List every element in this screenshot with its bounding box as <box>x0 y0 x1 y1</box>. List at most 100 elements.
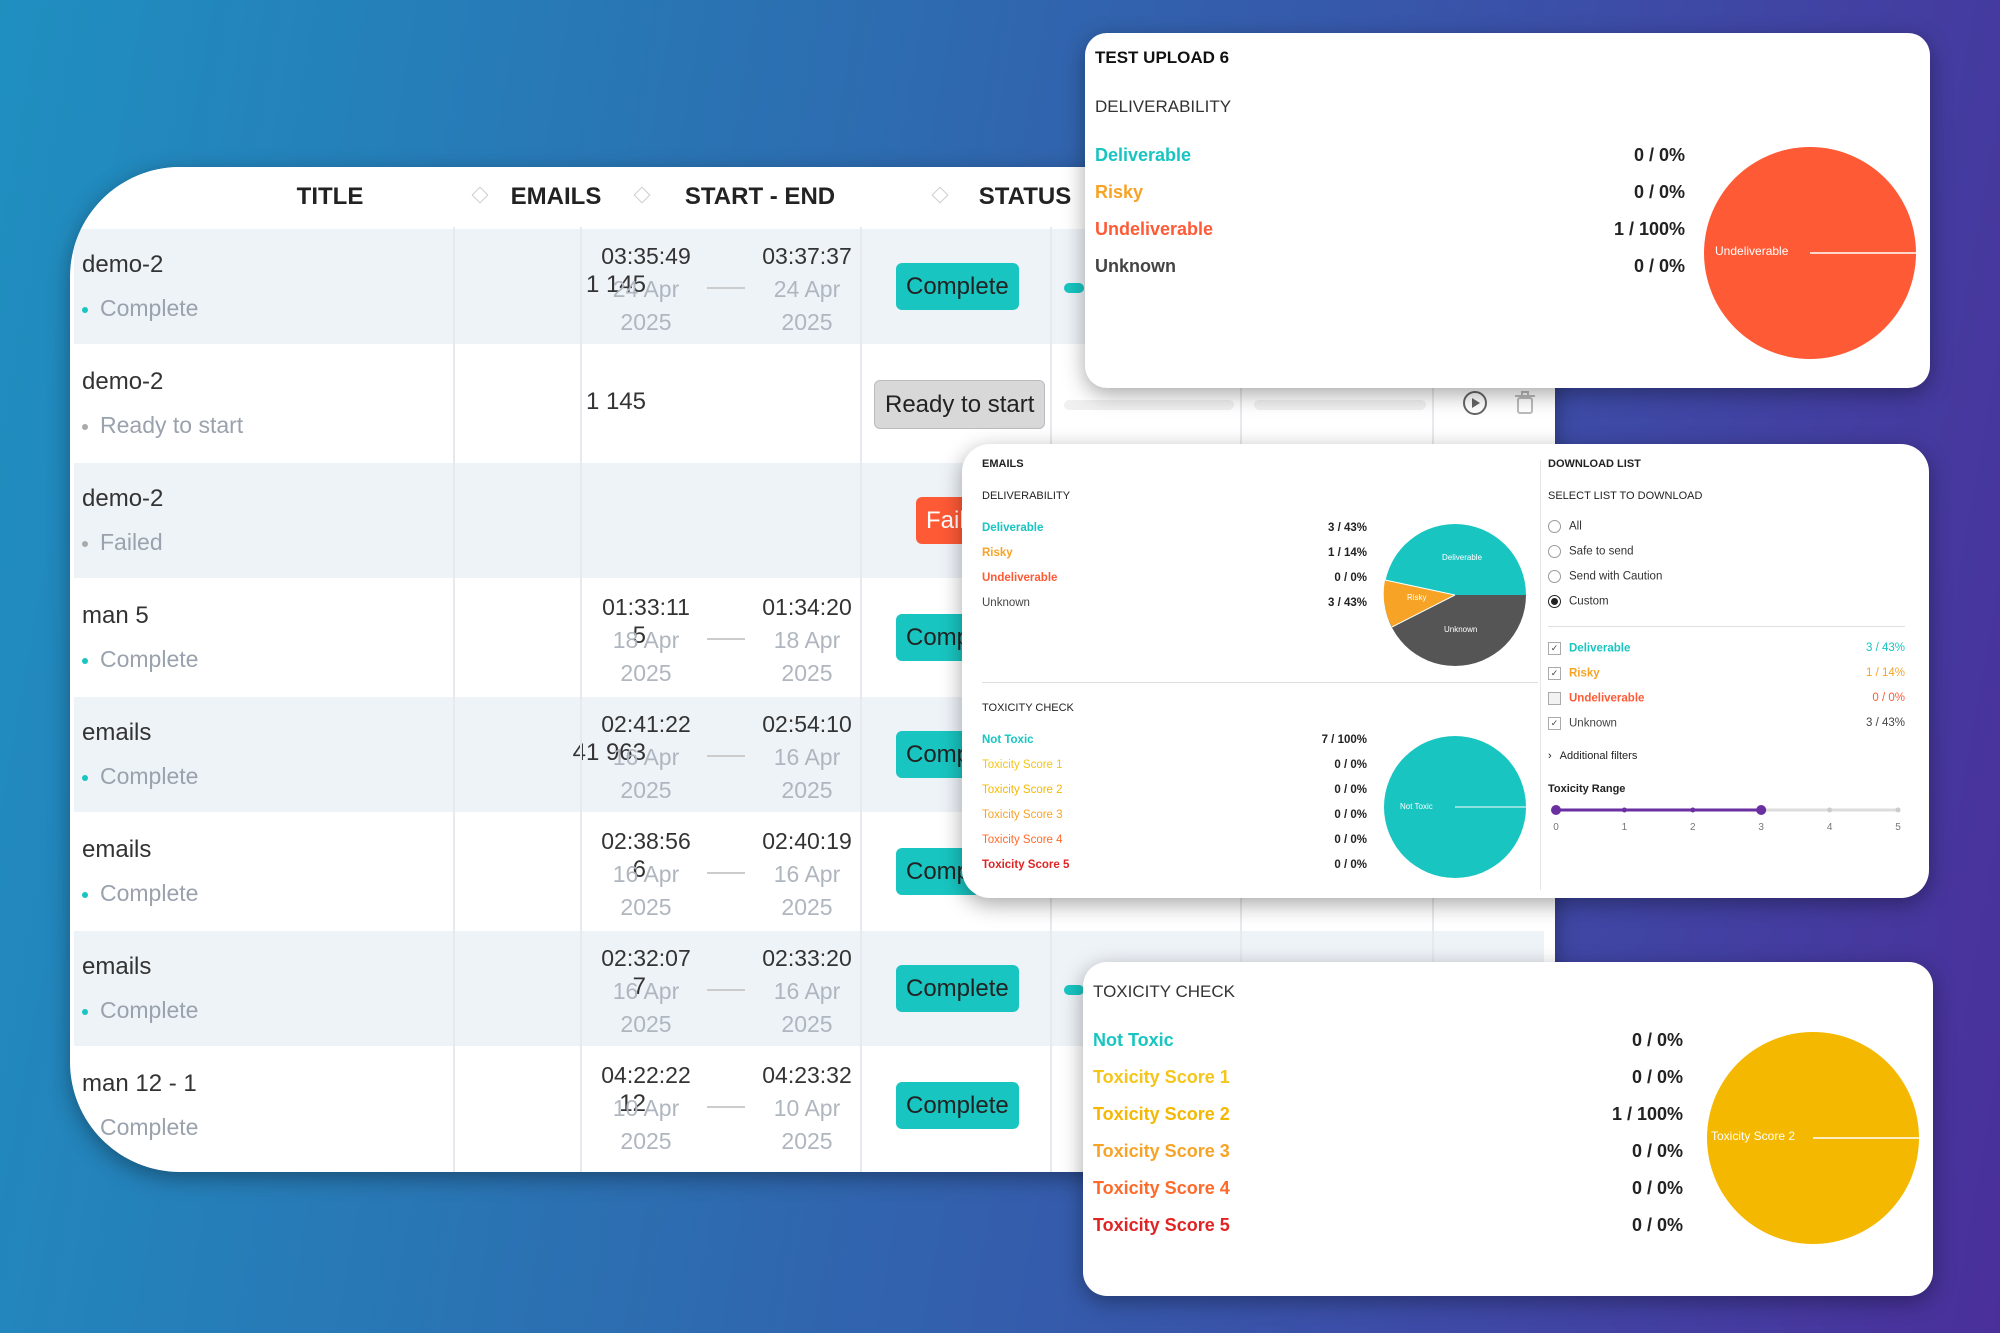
deliverability-heading: DELIVERABILITY <box>1095 97 1232 116</box>
additional-filters-toggle[interactable]: › Additional filters <box>1548 750 1638 762</box>
radio-all[interactable]: All <box>1548 520 1582 533</box>
checkbox-deliverable[interactable]: ✓ Deliverable 3 / 43% <box>1548 642 1905 660</box>
emails-panel: EMAILS DELIVERABILITY Deliverable 3 / 43%… <box>962 444 1929 898</box>
status-dot-icon <box>82 657 88 664</box>
end-datetime: 03:37:37 24 Apr 2025 <box>762 243 852 335</box>
divider <box>1548 626 1905 627</box>
status-dot-icon <box>82 540 88 547</box>
end-datetime: 02:33:20 16 Apr 2025 <box>762 945 852 1037</box>
row-status-text: Ready to start <box>82 412 243 439</box>
legend-not-toxic: Not Toxic 0 / 0% <box>1093 1030 1683 1050</box>
date-range-separator <box>707 1106 745 1108</box>
row-status-text: Complete <box>82 1114 198 1141</box>
download-list-title: DOWNLOAD LIST <box>1548 458 1641 470</box>
toxicity-check-panel: TOXICITY CHECK Not Toxic 0 / 0% Toxicity … <box>1083 962 1933 1296</box>
slider-tick-dot <box>1827 807 1833 813</box>
header-title[interactable]: TITLE <box>180 167 489 227</box>
table-row[interactable]: emails Complete 6 02:38:56 16 Apr 2025 02:40:1… <box>74 812 1544 931</box>
pie-label-risky: Risky <box>1407 593 1427 602</box>
checkbox-unknown[interactable]: ✓ Unknown 3 / 43% <box>1548 717 1905 735</box>
date-range-separator <box>707 872 745 874</box>
legend-risky: Risky 0 / 0% <box>1095 182 1685 202</box>
row-title: demo-2 <box>82 485 164 512</box>
slider-handle-max[interactable] <box>1756 805 1767 815</box>
legend-unknown: Unknown 0 / 0% <box>1095 256 1685 276</box>
header-emails[interactable]: EMAILS <box>470 167 651 227</box>
start-datetime: 02:32:07 16 Apr 2025 <box>601 945 691 1037</box>
checkbox-undeliverable[interactable]: Undeliverable 0 / 0% <box>1548 692 1905 710</box>
trash-icon[interactable] <box>1512 390 1538 416</box>
checkbox-risky[interactable]: ✓ Risky 1 / 14% <box>1548 667 1905 685</box>
test-upload-panel: TEST UPLOAD 6 DELIVERABILITY Deliverable… <box>1085 33 1930 388</box>
row-title: emails <box>82 836 152 863</box>
pie-label: Undeliverable <box>1715 244 1789 258</box>
pie-label-unknown: Unknown <box>1444 625 1477 634</box>
row-email-count: 6 <box>632 856 646 883</box>
row-status-text: Complete <box>82 997 198 1024</box>
status-dot-icon <box>82 1008 88 1015</box>
end-datetime: 04:23:32 10 Apr 2025 <box>762 1062 852 1154</box>
start-datetime: 01:33:11 18 Apr 2025 <box>602 594 690 686</box>
deliverability-heading: DELIVERABILITY <box>982 490 1071 502</box>
start-datetime: 02:38:56 16 Apr 2025 <box>601 828 691 920</box>
status-dot-icon <box>82 774 88 781</box>
column-divider <box>860 227 862 1172</box>
slider-handle-min[interactable] <box>1551 805 1561 815</box>
start-datetime: 03:35:49 24 Apr 2025 <box>601 243 691 335</box>
status-badge[interactable]: Complete <box>896 1082 1019 1129</box>
row-title: man 12 - 1 <box>82 1070 197 1097</box>
row-email-count: 5 <box>632 622 646 649</box>
status-badge[interactable]: Ready to start <box>874 380 1046 429</box>
play-icon[interactable] <box>1462 390 1488 416</box>
start-datetime: 02:41:22 16 Apr 2025 <box>601 711 691 803</box>
status-badge[interactable]: Complete <box>896 965 1019 1012</box>
deliverability-pie: Deliverable Risky Unknown <box>1383 524 1526 666</box>
slider-tick-label: 5 <box>1895 822 1901 833</box>
row-title: demo-2 <box>82 368 164 395</box>
radio-send-with-caution[interactable]: Send with Caution <box>1548 570 1662 583</box>
slider-tick-dot <box>1690 807 1696 813</box>
table-row[interactable]: demo-2 Ready to start 1 145 Ready to start <box>74 344 1544 463</box>
slider-tick-dot <box>1895 807 1901 813</box>
status-badge[interactable]: Complete <box>896 263 1019 310</box>
progress-bar <box>1064 283 1084 293</box>
pie-label-deliverable: Deliverable <box>1442 553 1483 562</box>
date-range-separator <box>707 755 745 757</box>
legend-risky: Risky 1 / 14% <box>982 547 1367 559</box>
header-status[interactable]: STATUS <box>978 183 1072 210</box>
emails-title: EMAILS <box>982 458 1024 470</box>
date-range-separator <box>707 638 745 640</box>
row-status-text: Failed <box>82 529 163 556</box>
toxicity-range-slider[interactable] <box>1548 800 1908 820</box>
date-range-separator <box>707 287 745 289</box>
status-dot-icon <box>82 423 88 430</box>
row-email-count: 1 145 <box>585 271 646 298</box>
progress-bar <box>1254 400 1426 410</box>
status-dot-icon <box>82 891 88 898</box>
date-range-separator <box>707 989 745 991</box>
progress-bar <box>1064 400 1234 410</box>
radio-custom[interactable]: Custom <box>1548 595 1609 608</box>
toxicity-pie: Not Toxic <box>1384 736 1526 878</box>
radio-safe-to-send[interactable]: Safe to send <box>1548 545 1634 558</box>
legend-undeliverable: Undeliverable 1 / 100% <box>1095 219 1685 239</box>
select-list-title: SELECT LIST TO DOWNLOAD <box>1548 490 1703 502</box>
table-row[interactable]: man 12 - 1 Complete 12 04:22:22 10 Apr 2025 04… <box>74 1046 1544 1165</box>
slider-tick-label: 3 <box>1758 822 1764 833</box>
pie-label: Toxicity Score 2 <box>1711 1129 1795 1143</box>
row-email-count: 12 <box>619 1090 646 1117</box>
legend-unknown: Unknown 3 / 43% <box>982 597 1367 609</box>
legend-deliverable: Deliverable 0 / 0% <box>1095 145 1685 165</box>
slider-tick-label: 2 <box>1690 822 1696 833</box>
toxicity-heading: TOXICITY CHECK <box>982 702 1074 714</box>
progress-bar <box>1064 985 1084 995</box>
row-status-text: Complete <box>82 880 198 907</box>
legend-not-toxic: Not Toxic 7 / 100% <box>982 734 1367 746</box>
header-start-end[interactable]: START - END <box>580 167 949 227</box>
pie-label-not-toxic: Not Toxic <box>1400 802 1433 811</box>
